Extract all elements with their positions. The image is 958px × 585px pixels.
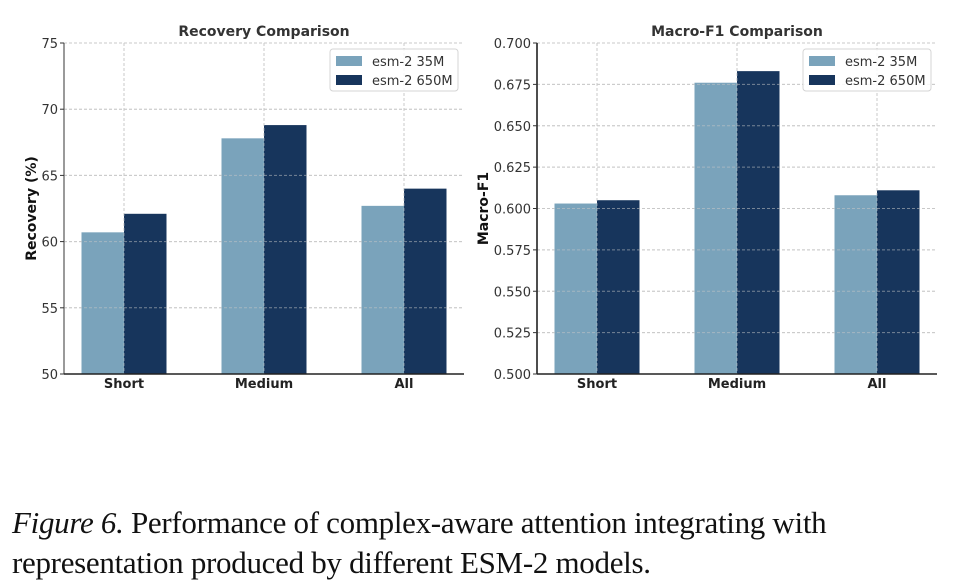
y-tick-label: 65 [41,169,58,184]
bar-esm-2-650m-medium [264,125,307,374]
chart-title: Macro-F1 Comparison [651,24,823,40]
chart-title: Recovery Comparison [178,24,349,40]
y-tick-label: 70 [41,103,58,118]
legend: esm-2 35M esm-2 650M [802,48,932,92]
y-tick-label: 0.650 [494,120,531,135]
legend-swatch [336,56,362,66]
legend-label: esm-2 650M [372,74,453,89]
x-tick-label: All [868,377,887,392]
bar-esm-2-650m-all [877,190,920,374]
legend-swatch [809,75,835,85]
bar-esm-2-650m-short [597,200,640,374]
legend-label: esm-2 650M [845,74,926,89]
bar-esm-2-650m-short [124,213,167,374]
legend: esm-2 35M esm-2 650M [329,48,459,92]
y-tick-label: 0.500 [494,368,531,383]
chart-panel-1: 50 55 60 65 70 75 Short Medium All Recovery Compa… [24,24,464,392]
y-tick-label: 60 [41,236,58,251]
x-tick-label: Short [577,377,617,392]
figure-charts: 50 55 60 65 70 75 Short Medium All Recovery Compa… [24,24,937,392]
y-axis-label: Recovery (%) [24,156,40,261]
y-tick-label: 0.525 [494,327,531,342]
caption-label: Figure 6. [12,505,124,540]
bar-esm-2-35m-short [554,203,597,374]
bar-esm-2-35m-all [361,205,404,374]
y-tick-label: 0.550 [494,285,531,300]
y-tick-label: 0.675 [494,78,531,93]
x-tick-label: Medium [235,377,293,392]
x-tick-label: All [395,377,414,392]
bar-esm-2-650m-medium [737,71,780,374]
y-tick-label: 50 [41,368,58,383]
y-tick-label: 0.575 [494,244,531,259]
bar-esm-2-35m-all [834,195,877,374]
x-tick-label: Medium [708,377,766,392]
y-tick-label: 0.625 [494,161,531,176]
bar-esm-2-35m-medium [221,138,264,374]
y-tick-label: 75 [41,37,58,52]
figure-caption: Figure 6. Performance of complex-aware a… [12,503,958,583]
y-axis-label: Macro-F1 [476,172,492,245]
y-tick-label: 0.600 [494,203,531,218]
chart-panel-2: 0.500 0.525 0.550 0.575 0.600 0.625 0.650 0.675… [476,24,937,392]
x-tick-label: Short [104,377,144,392]
y-tick-label: 55 [41,302,58,317]
y-tick-label: 0.700 [494,37,531,52]
bar-esm-2-35m-short [81,232,124,374]
bar-esm-2-35m-medium [694,82,737,374]
legend-swatch [809,56,835,66]
legend-label: esm-2 35M [372,55,444,70]
bar-esm-2-650m-all [404,188,447,374]
legend-label: esm-2 35M [845,55,917,70]
caption-text: Performance of complex-aware attention i… [12,505,827,580]
legend-swatch [336,75,362,85]
